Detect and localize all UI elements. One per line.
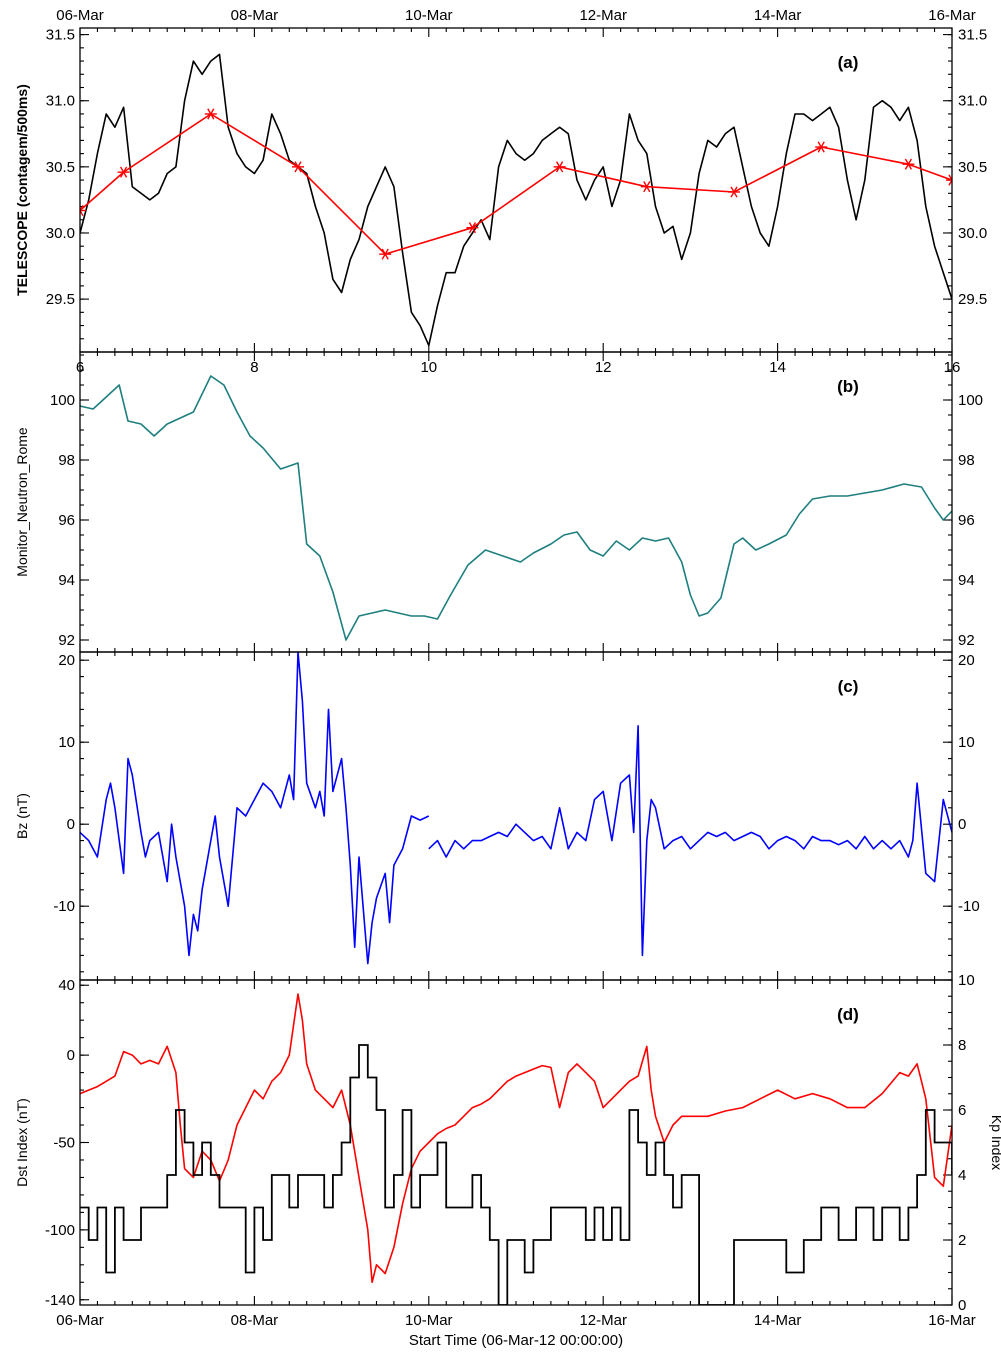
y-axis-label: Bz (nT) xyxy=(14,793,30,839)
top-date-label: 10-Mar xyxy=(405,7,453,24)
y-tick-label: -140 xyxy=(45,1292,75,1309)
y-tick-label-right: 94 xyxy=(958,572,975,589)
panel-frame xyxy=(79,27,953,353)
y-axis-label: TELESCOPE (contagem/500ms) xyxy=(14,84,30,296)
y-tick-label-right: -10 xyxy=(958,898,980,915)
y-tick-label: 30.0 xyxy=(46,225,75,242)
data-point-marker xyxy=(902,158,915,170)
y-tick-label-right: 31.5 xyxy=(958,27,987,44)
data-point-marker xyxy=(815,141,828,153)
y-tick-label-right: 92 xyxy=(958,632,975,649)
y-tick-label: -100 xyxy=(45,1222,75,1239)
bottom-date-label: 08-Mar xyxy=(231,1312,279,1329)
series-line xyxy=(80,993,952,1284)
y-tick-label: 31.0 xyxy=(46,93,75,110)
y2-tick-label: 10 xyxy=(958,972,975,989)
panel-a: 29.5 29.5 30.0 30.0 30.5 30.5 31.0 31.0 31.5 31.5… xyxy=(14,27,987,353)
data-point-marker xyxy=(117,166,130,178)
y-tick-label: 100 xyxy=(50,392,75,409)
y-tick-label: 96 xyxy=(58,512,75,529)
series-line-segment xyxy=(80,652,430,965)
panel-label: (b) xyxy=(837,377,859,396)
panel-label: (a) xyxy=(838,53,859,72)
x-tick-label: 14 xyxy=(769,359,786,376)
y-tick-label-right: 30.5 xyxy=(958,159,987,176)
y-tick-label: 0 xyxy=(67,1047,75,1064)
y2-tick-label: 8 xyxy=(958,1037,966,1054)
bottom-date-label: 10-Mar xyxy=(405,1312,453,1329)
x-axis-title: Start Time (06-Mar-12 00:00:00) xyxy=(409,1332,623,1349)
y-tick-label: 20 xyxy=(58,652,75,669)
y-tick-label: 98 xyxy=(58,452,75,469)
panel-frame xyxy=(79,979,953,1306)
top-date-label: 06-Mar xyxy=(56,7,104,24)
y-tick-label-right: 29.5 xyxy=(958,291,987,308)
y-axis-label: Monitor_Neutron_Rome xyxy=(14,427,30,577)
kp-step-line xyxy=(80,1044,952,1305)
data-point-marker xyxy=(466,222,479,234)
y-tick-label-right: 20 xyxy=(958,652,975,669)
y-tick-label: 0 xyxy=(67,816,75,833)
series-line xyxy=(80,375,952,641)
x-tick-label: 16 xyxy=(944,359,961,376)
bottom-date-label: 14-Mar xyxy=(754,1312,802,1329)
panel-b: 92 92 94 94 96 96 98 98 100 100 (b) Monitor_Neutron… xyxy=(14,351,983,653)
panel-frame xyxy=(79,651,953,981)
y-tick-label: 40 xyxy=(58,977,75,994)
y-axis-label: Dst Index (nT) xyxy=(14,1098,30,1187)
x-tick-label: 10 xyxy=(420,359,437,376)
top-date-label: 08-Mar xyxy=(231,7,279,24)
y-tick-label: 31.5 xyxy=(46,27,75,44)
x-tick-label: 6 xyxy=(76,359,84,376)
y-tick-label: -10 xyxy=(53,898,75,915)
data-point-marker xyxy=(204,108,217,120)
series-line xyxy=(80,53,952,347)
top-date-label: 14-Mar xyxy=(754,7,802,24)
y2-tick-label: 2 xyxy=(958,1232,966,1249)
y-tick-label-right: 98 xyxy=(958,452,975,469)
y-tick-label: 29.5 xyxy=(46,291,75,308)
panel-frame xyxy=(79,351,953,653)
y-tick-label: 30.5 xyxy=(46,159,75,176)
panel-d: -140 -100 -50 0 40 0 2 4 6 8 10 Kp Index (d) Dst Inde… xyxy=(14,972,1001,1314)
y-tick-label-right: 30.0 xyxy=(958,225,987,242)
y-tick-label-right: 100 xyxy=(958,392,983,409)
y-tick-label-right: 96 xyxy=(958,512,975,529)
y-tick-label: 94 xyxy=(58,572,75,589)
data-point-marker xyxy=(80,204,86,217)
data-point-marker xyxy=(640,181,653,193)
data-point-marker xyxy=(946,174,952,186)
panel-c: -10 -10 0 0 10 10 20 20 (c) Bz (nT) xyxy=(14,651,980,981)
y2-tick-label: 6 xyxy=(958,1102,966,1119)
top-date-label: 12-Mar xyxy=(579,7,627,24)
y2-tick-label: 0 xyxy=(958,1297,966,1314)
data-point-marker xyxy=(379,248,392,260)
bottom-date-label: 06-Mar xyxy=(56,1312,104,1329)
panel-label: (d) xyxy=(837,1005,859,1024)
data-point-marker xyxy=(728,186,740,198)
y-tick-label: -50 xyxy=(53,1135,75,1152)
bottom-date-label: 12-Mar xyxy=(579,1312,627,1329)
top-date-label: 16-Mar xyxy=(928,7,976,24)
bottom-date-label: 16-Mar xyxy=(928,1312,976,1329)
x-tick-label: 12 xyxy=(595,359,612,376)
y-tick-label: 10 xyxy=(58,734,75,751)
y-tick-label-right: 31.0 xyxy=(958,93,987,110)
data-point-marker xyxy=(292,161,304,173)
series-line xyxy=(80,113,952,255)
panel-label: (c) xyxy=(838,677,859,696)
series-line-segment xyxy=(428,725,952,957)
y-tick-label: 92 xyxy=(58,632,75,649)
y-tick-label-right: 10 xyxy=(958,734,975,751)
x-tick-label: 8 xyxy=(250,359,258,376)
y2-tick-label: 4 xyxy=(958,1167,966,1184)
y-tick-label-right: 0 xyxy=(958,816,966,833)
data-point-marker xyxy=(553,161,566,173)
y2-axis-label: Kp Index xyxy=(989,1115,1001,1170)
